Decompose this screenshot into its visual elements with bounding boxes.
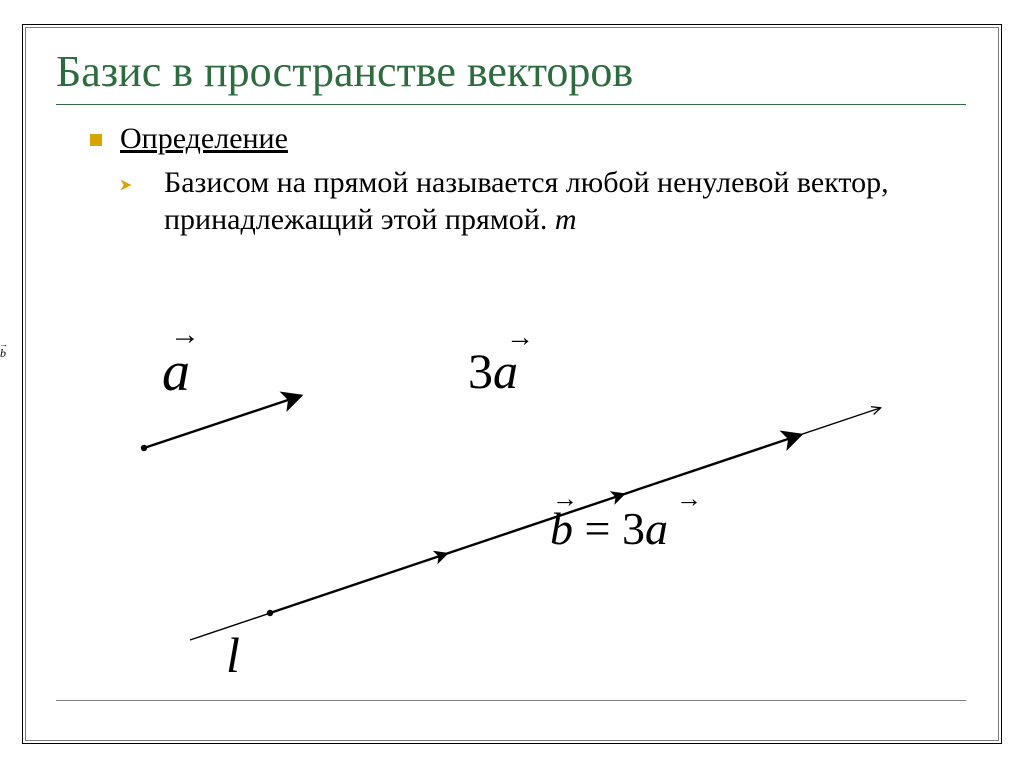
bullet-text-definition: Определение — [120, 120, 960, 158]
arrow-over-a-icon: → — [170, 318, 200, 352]
bullet-list: Определение Базисом на прямой называется… — [90, 120, 960, 245]
bullet-item-body: Базисом на прямой называется любой ненул… — [90, 164, 960, 239]
label-three-a: 3a → — [468, 342, 518, 400]
slide: Базис в пространстве векторов Определени… — [0, 0, 1024, 768]
vector-diagram: a → 3a → b = 3a → → l — [80, 330, 920, 650]
stray-label: b — [0, 346, 6, 361]
label-vector-a: a → — [162, 340, 190, 404]
title-underline — [56, 104, 966, 105]
bullet-item-definition: Определение — [90, 120, 960, 158]
footer-rule — [56, 700, 966, 701]
arrow-over-a2-icon: → — [676, 484, 702, 514]
arrow-over-3a-icon: → — [506, 322, 534, 354]
bullet-arrow-icon — [120, 178, 134, 192]
arrow-over-b-icon: → — [552, 484, 578, 514]
bullet-body-main: Базисом на прямой называется любой ненул… — [164, 166, 889, 237]
bullet-body-tail: m — [555, 203, 577, 236]
label-b-equals-3a: b = 3a → → — [550, 502, 668, 555]
bullet-text-body: Базисом на прямой называется любой ненул… — [164, 164, 960, 239]
label-line-l: l — [226, 626, 240, 684]
bullet-square-icon — [90, 134, 102, 146]
slide-title: Базис в пространстве векторов — [56, 46, 633, 97]
